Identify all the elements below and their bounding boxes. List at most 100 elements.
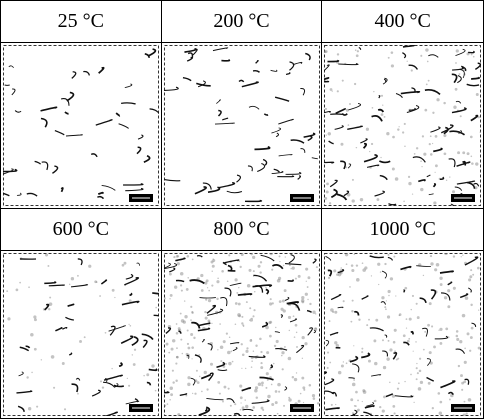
speckle: [434, 201, 437, 204]
speckle: [197, 381, 200, 384]
speckle: [227, 388, 229, 390]
grain-boundary: [238, 294, 252, 295]
speckle: [469, 350, 471, 352]
speckle: [356, 147, 357, 148]
speckle: [437, 98, 440, 101]
speckle: [409, 338, 411, 340]
speckle: [201, 391, 203, 393]
speckle: [357, 50, 359, 52]
speckle: [349, 286, 351, 288]
speckle: [419, 358, 421, 360]
speckle: [325, 197, 328, 200]
speckle: [385, 308, 387, 310]
micrograph: [1, 43, 162, 209]
micrograph-image: [3, 253, 159, 416]
speckle: [381, 157, 382, 158]
speckle: [416, 303, 418, 305]
speckle: [425, 331, 427, 333]
speckle: [239, 409, 241, 411]
speckle: [425, 109, 428, 112]
panel-label: 400 °C: [322, 1, 483, 43]
speckle: [382, 296, 385, 299]
speckle: [176, 262, 179, 265]
speckle: [338, 371, 342, 375]
speckle: [379, 406, 381, 408]
panel-label: 25 °C: [1, 1, 162, 43]
speckle: [255, 396, 257, 398]
speckle: [386, 300, 387, 301]
speckle: [251, 318, 252, 319]
speckle: [440, 342, 443, 345]
speckle: [217, 349, 218, 350]
speckle: [373, 91, 374, 92]
speckle: [130, 325, 132, 327]
speckle: [326, 135, 327, 136]
speckle: [422, 166, 423, 167]
speckle: [432, 143, 433, 144]
speckle: [304, 293, 307, 296]
speckle: [465, 348, 467, 350]
speckle: [471, 54, 473, 56]
speckle: [394, 329, 397, 332]
speckle: [281, 355, 283, 357]
speckle: [476, 93, 479, 96]
speckle: [132, 354, 133, 355]
speckle: [398, 382, 400, 384]
speckle: [301, 299, 305, 303]
speckle: [354, 379, 356, 381]
speckle: [187, 343, 189, 345]
speckle: [30, 333, 34, 337]
speckle: [278, 391, 280, 393]
speckle: [146, 373, 149, 376]
speckle: [186, 255, 189, 258]
speckle: [180, 272, 184, 276]
speckle: [184, 315, 187, 318]
speckle: [166, 403, 168, 405]
speckle: [210, 363, 213, 366]
speckle: [257, 265, 260, 268]
speckle: [405, 146, 407, 148]
speckle: [278, 300, 281, 303]
speckle: [352, 310, 354, 312]
speckle: [409, 318, 412, 321]
speckle: [169, 298, 170, 299]
speckle: [34, 348, 37, 351]
speckle: [252, 350, 253, 351]
speckle: [255, 345, 257, 347]
speckle: [77, 275, 79, 277]
speckle: [281, 299, 284, 302]
speckle: [303, 389, 305, 391]
speckle: [281, 368, 283, 370]
speckle: [216, 280, 219, 283]
speckle: [49, 302, 53, 306]
speckle: [211, 271, 212, 272]
speckle: [382, 105, 383, 106]
speckle: [330, 88, 333, 91]
speckle: [315, 327, 317, 329]
speckle: [454, 106, 457, 109]
speckle: [34, 318, 37, 321]
speckle: [430, 255, 432, 257]
speckle: [206, 388, 208, 390]
speckle: [301, 336, 304, 339]
speckle: [413, 351, 414, 352]
speckle: [205, 299, 207, 301]
speckle: [354, 83, 356, 85]
speckle: [169, 399, 171, 401]
speckle: [414, 153, 416, 155]
speckle: [423, 349, 425, 351]
speckle: [372, 107, 374, 109]
speckle: [430, 135, 432, 137]
speckle: [429, 302, 432, 305]
speckle: [244, 399, 245, 400]
speckle: [388, 290, 391, 293]
speckle: [151, 364, 154, 367]
speckle: [305, 281, 306, 282]
speckle: [260, 362, 262, 364]
speckle: [436, 263, 440, 267]
speckle: [439, 412, 442, 415]
figure-grid: 25 °C 200 °C 400 °C 600 °C 800 °C 1000 °…: [0, 0, 484, 419]
speckle: [238, 287, 239, 288]
speckle: [190, 306, 192, 308]
speckle: [329, 202, 331, 204]
